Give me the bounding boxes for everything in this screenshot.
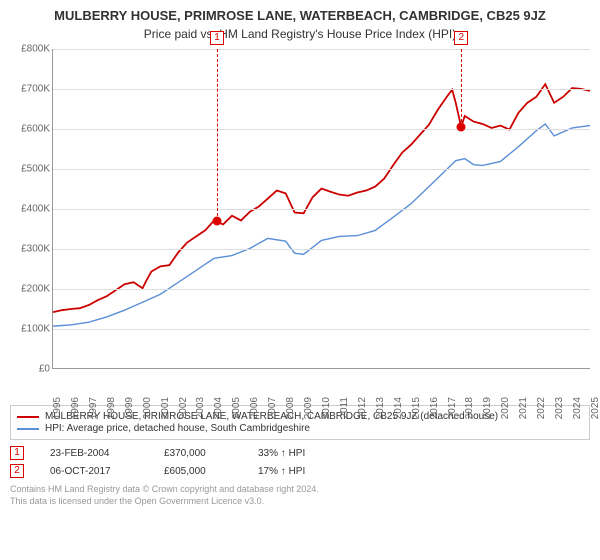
annotation-marker <box>457 123 466 132</box>
x-tick-label: 2019 <box>482 397 493 419</box>
gridline <box>53 129 590 130</box>
x-tick-label: 2011 <box>339 397 350 419</box>
x-tick-label: 2023 <box>554 397 565 419</box>
series-hpi <box>53 124 590 326</box>
chart-title: MULBERRY HOUSE, PRIMROSE LANE, WATERBEAC… <box>10 8 590 23</box>
legend-swatch <box>17 428 39 430</box>
annotation-line <box>461 49 462 127</box>
footer-line-2: This data is licensed under the Open Gov… <box>10 496 590 508</box>
y-tick-label: £700K <box>21 84 50 95</box>
x-tick-label: 1999 <box>124 397 135 419</box>
x-tick-label: 1995 <box>52 397 63 419</box>
y-tick-label: £600K <box>21 124 50 135</box>
transaction-date: 23-FEB-2004 <box>50 448 160 459</box>
legend-item: HPI: Average price, detached house, Sout… <box>17 423 583 434</box>
annotation-badge: 1 <box>210 31 224 45</box>
transaction-badge: 1 <box>10 446 24 460</box>
x-tick-label: 2013 <box>375 397 386 419</box>
x-tick-label: 2004 <box>213 397 224 419</box>
x-tick-label: 2020 <box>500 397 511 419</box>
series-mulberry <box>53 84 590 312</box>
x-tick-label: 2014 <box>393 397 404 419</box>
y-axis: £0£100K£200K£300K£400K£500K£600K£700K£80… <box>10 49 52 369</box>
x-tick-label: 2025 <box>590 397 600 419</box>
transaction-row: 1 23-FEB-2004 £370,000 33% ↑ HPI <box>10 446 590 460</box>
gridline <box>53 209 590 210</box>
chart-area: £0£100K£200K£300K£400K£500K£600K£700K£80… <box>10 49 590 399</box>
x-tick-label: 2012 <box>357 397 368 419</box>
y-tick-label: £800K <box>21 44 50 55</box>
y-tick-label: £400K <box>21 204 50 215</box>
x-tick-label: 2005 <box>231 397 242 419</box>
x-tick-label: 2007 <box>267 397 278 419</box>
x-tick-label: 2024 <box>572 397 583 419</box>
annotation-badge: 2 <box>454 31 468 45</box>
gridline <box>53 49 590 50</box>
x-tick-label: 1996 <box>70 397 81 419</box>
transaction-delta: 33% ↑ HPI <box>258 448 348 459</box>
transaction-badge: 2 <box>10 464 24 478</box>
x-tick-label: 2006 <box>249 397 260 419</box>
y-tick-label: £100K <box>21 324 50 335</box>
x-tick-label: 2009 <box>303 397 314 419</box>
x-tick-label: 1998 <box>106 397 117 419</box>
annotation-line <box>217 49 218 221</box>
legend-item: MULBERRY HOUSE, PRIMROSE LANE, WATERBEAC… <box>17 411 583 422</box>
x-axis: 1995199619971998199920002001200220032004… <box>52 369 590 399</box>
transaction-price: £370,000 <box>164 448 254 459</box>
transaction-row: 2 06-OCT-2017 £605,000 17% ↑ HPI <box>10 464 590 478</box>
y-tick-label: £500K <box>21 164 50 175</box>
x-tick-label: 2010 <box>321 397 332 419</box>
annotation-marker <box>213 217 222 226</box>
gridline <box>53 89 590 90</box>
x-tick-label: 2001 <box>160 397 171 419</box>
transaction-table: 1 23-FEB-2004 £370,000 33% ↑ HPI 2 06-OCT-201… <box>10 446 590 478</box>
legend-label: HPI: Average price, detached house, Sout… <box>45 423 310 434</box>
x-tick-label: 2022 <box>536 397 547 419</box>
gridline <box>53 289 590 290</box>
footer-line-1: Contains HM Land Registry data © Crown c… <box>10 484 590 496</box>
x-tick-label: 2021 <box>518 397 529 419</box>
transaction-price: £605,000 <box>164 466 254 477</box>
x-tick-label: 1997 <box>88 397 99 419</box>
transaction-date: 06-OCT-2017 <box>50 466 160 477</box>
x-tick-label: 2003 <box>195 397 206 419</box>
y-tick-label: £200K <box>21 284 50 295</box>
legend-swatch <box>17 416 39 418</box>
gridline <box>53 249 590 250</box>
x-tick-label: 2016 <box>429 397 440 419</box>
transaction-delta: 17% ↑ HPI <box>258 466 348 477</box>
plot-area: 12 <box>52 49 590 369</box>
chart-subtitle: Price paid vs. HM Land Registry's House … <box>10 27 590 41</box>
y-tick-label: £300K <box>21 244 50 255</box>
x-tick-label: 2008 <box>285 397 296 419</box>
gridline <box>53 329 590 330</box>
x-tick-label: 2000 <box>142 397 153 419</box>
gridline <box>53 169 590 170</box>
x-tick-label: 2017 <box>447 397 458 419</box>
chart-container: MULBERRY HOUSE, PRIMROSE LANE, WATERBEAC… <box>0 0 600 515</box>
footer-attribution: Contains HM Land Registry data © Crown c… <box>10 484 590 507</box>
y-tick-label: £0 <box>39 364 50 375</box>
x-tick-label: 2002 <box>178 397 189 419</box>
x-tick-label: 2015 <box>411 397 422 419</box>
x-tick-label: 2018 <box>464 397 475 419</box>
